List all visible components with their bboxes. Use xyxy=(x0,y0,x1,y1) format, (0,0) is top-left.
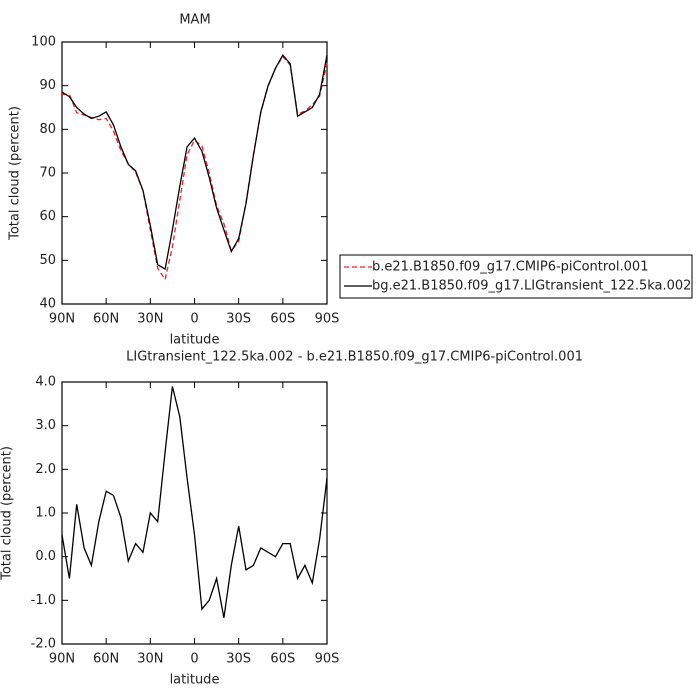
y-tick-label: 4.0 xyxy=(35,375,56,390)
x-tick-label: 30S xyxy=(226,312,251,327)
x-tick-label: 60N xyxy=(93,652,119,667)
y-tick-label: 70 xyxy=(39,166,56,181)
x-tick-label: 0 xyxy=(190,312,198,327)
series-line xyxy=(61,386,328,618)
y-tick-label: 0.0 xyxy=(35,549,56,564)
y-tick-label: 1.0 xyxy=(35,506,56,521)
y-tick-label: 50 xyxy=(39,253,56,268)
y-tick-label: 2.0 xyxy=(35,462,56,477)
x-tick-label: 60N xyxy=(93,312,119,327)
x-tick-label: 90S xyxy=(315,312,340,327)
y-tick-label: 80 xyxy=(39,122,56,137)
chart-title: MAM xyxy=(179,13,210,28)
plot-frame xyxy=(61,381,328,645)
x-tick-label: 30N xyxy=(137,652,163,667)
legend-box xyxy=(339,254,693,299)
x-tick-label: 90N xyxy=(49,312,75,327)
x-tick-label: 60S xyxy=(270,312,295,327)
y-axis-label: Total cloud (percent) xyxy=(8,106,23,241)
chart-title: LIGtransient_122.5ka.002 - b.e21.B1850.f… xyxy=(126,350,583,365)
y-tick-label: 90 xyxy=(39,78,56,93)
y-tick-label: -1.0 xyxy=(31,593,56,608)
series-line xyxy=(61,53,328,271)
x-tick-label: 90N xyxy=(49,652,75,667)
x-axis-label: latitude xyxy=(170,673,220,688)
x-tick-label: 30S xyxy=(226,652,251,667)
legend-label: b.e21.B1850.f09_g17.CMIP6-piControl.001 xyxy=(372,260,648,275)
x-tick-label: 90S xyxy=(315,652,340,667)
y-tick-label: 40 xyxy=(39,297,56,312)
y-tick-label: 100 xyxy=(31,35,56,50)
x-tick-label: 30N xyxy=(137,312,163,327)
series-line xyxy=(62,55,328,282)
legend-label: bg.e21.B1850.f09_g17.LIGtransient_122.5k… xyxy=(372,279,691,294)
x-tick-label: 0 xyxy=(190,652,198,667)
y-tick-label: -2.0 xyxy=(31,637,56,652)
y-tick-label: 3.0 xyxy=(35,418,56,433)
plot-frame xyxy=(61,41,328,305)
x-axis-label: latitude xyxy=(170,333,220,348)
x-tick-label: 60S xyxy=(270,652,295,667)
y-axis-label: Total cloud (percent) xyxy=(0,446,15,581)
y-tick-label: 60 xyxy=(39,209,56,224)
